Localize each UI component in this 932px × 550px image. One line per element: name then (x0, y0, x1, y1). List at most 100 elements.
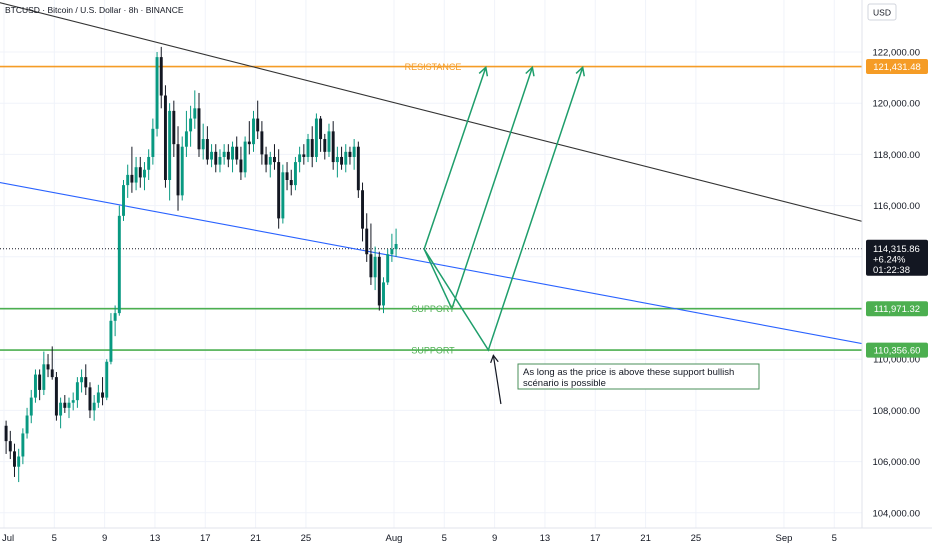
candle (75, 377, 79, 408)
trendline-descending-resistance[interactable] (0, 0, 892, 230)
x-tick-label: Jul (2, 533, 14, 544)
candle-body (314, 118, 318, 157)
x-tick-label: 25 (691, 533, 702, 544)
candle-body (210, 151, 214, 160)
trendline-descending-support[interactable] (0, 177, 891, 350)
projection-path-1[interactable] (423, 67, 487, 250)
candle-body (59, 402, 63, 416)
candle-body (33, 374, 37, 398)
candle (151, 118, 155, 165)
candle (17, 448, 21, 483)
candle-body (298, 154, 302, 163)
y-tick-label: 110,000.00 (873, 355, 920, 366)
projection-path-3[interactable] (423, 67, 584, 352)
candle (168, 103, 172, 201)
candle-body (260, 131, 264, 155)
candle (340, 146, 344, 170)
candle (59, 397, 63, 429)
candle (210, 144, 214, 168)
level-labels: RESISTANCE SUPPORT SUPPORT (405, 62, 462, 356)
candle-body (117, 215, 121, 314)
candle (147, 149, 151, 180)
candle-body (134, 167, 138, 183)
candle-body (323, 139, 327, 152)
candle-body (226, 151, 230, 160)
candle-body (369, 254, 373, 278)
candle (394, 228, 398, 257)
candle-body (386, 254, 390, 283)
candle (298, 146, 302, 173)
candle (382, 277, 385, 314)
candle (277, 149, 281, 229)
candle-body (331, 131, 335, 163)
currency-box[interactable] (867, 3, 897, 21)
candle (377, 251, 381, 311)
candle-body (8, 441, 12, 452)
candle (323, 133, 327, 160)
x-tick-label: 13 (540, 533, 551, 544)
chart-title: BTCUSD · Bitcoin / U.S. Dollar · 8h · BI… (5, 5, 184, 15)
candle (344, 144, 348, 173)
candle (264, 146, 268, 173)
level-price-tag-label: 111,971.32 (874, 304, 920, 315)
annotation-arrow (492, 355, 502, 405)
candle (386, 249, 390, 285)
trendlines[interactable] (0, 0, 892, 350)
candle (281, 164, 285, 224)
candle-body (155, 57, 159, 129)
candle (268, 151, 272, 178)
candle (117, 205, 121, 316)
candle-body (46, 364, 50, 370)
candle-body (88, 387, 92, 411)
candle (4, 420, 8, 454)
candle-body (340, 156, 344, 165)
annotation[interactable]: As long as the price is above these supp… (490, 354, 760, 405)
candle-body (222, 151, 226, 157)
candle (348, 146, 352, 165)
time-axis[interactable] (0, 527, 932, 550)
candle (218, 149, 222, 173)
candle (25, 407, 29, 439)
countdown-label: 01:22:38 (873, 265, 910, 276)
candle (356, 141, 360, 198)
candle-body (243, 141, 247, 173)
x-tick-label: Aug (386, 533, 403, 544)
x-tick-label: 5 (442, 533, 447, 544)
candle-body (184, 131, 188, 147)
candle-body (273, 156, 276, 163)
candle-body (235, 146, 239, 160)
level-price-tag (866, 301, 928, 317)
candle-body (159, 57, 163, 96)
candle-body (67, 402, 71, 408)
projection-path-2[interactable] (423, 67, 534, 311)
candle (235, 136, 239, 165)
level-price-tag (866, 59, 928, 75)
candle-body (38, 374, 42, 390)
price-axis-tags: 121,431.48 111,971.32 110,356.60 114,315.86… (866, 59, 928, 358)
horizontal-levels[interactable] (0, 65, 862, 351)
candle-body (394, 244, 398, 250)
candle (293, 156, 297, 191)
candle-body (126, 174, 130, 186)
candle (13, 443, 16, 477)
candle-body (143, 169, 146, 178)
candle-body (13, 451, 16, 467)
candle-body (365, 228, 369, 255)
candle (335, 146, 339, 178)
candle-body (54, 377, 58, 416)
candle (180, 136, 184, 201)
level-price-tag-label: 110,356.60 (874, 346, 921, 357)
current-price-tag (866, 239, 928, 276)
projection-arrowhead-1 (478, 65, 489, 77)
candle (130, 146, 134, 193)
candle (197, 92, 201, 157)
level-label-resistance: RESISTANCE (405, 62, 462, 72)
level-label-support: SUPPORT (411, 304, 455, 314)
candle (63, 395, 67, 413)
level-price-tag (866, 342, 928, 358)
x-tick-label: 17 (590, 533, 601, 544)
time-axis-labels: Jul 5 9 13 17 21 25 Aug 5 9 13 17 21 25 Sep 5 (2, 533, 837, 544)
projection-arrows[interactable] (423, 65, 586, 352)
candle-body (268, 156, 272, 165)
